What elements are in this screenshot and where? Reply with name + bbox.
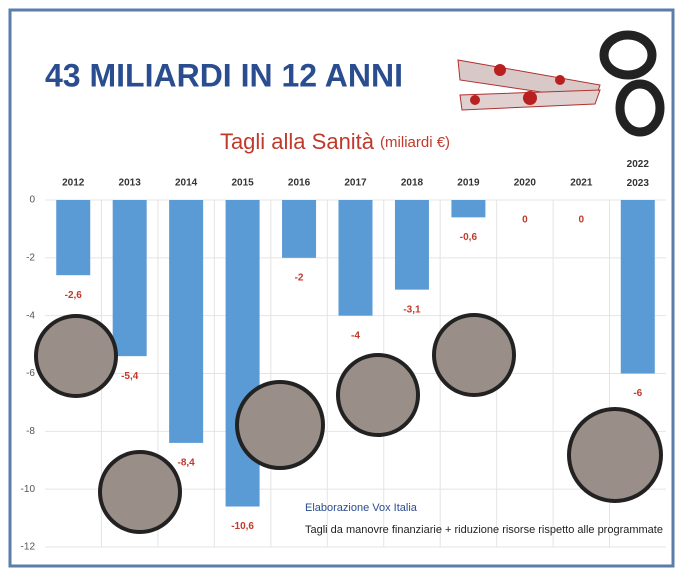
y-tick-label: -4: [26, 310, 35, 321]
bar: [620, 200, 655, 374]
value-label: -0,6: [460, 232, 478, 243]
x-tick-label: 2012: [62, 178, 85, 189]
value-label: -4: [351, 330, 360, 341]
subtitle: Tagli alla Sanità: [220, 129, 375, 154]
y-tick-label: -6: [26, 368, 35, 379]
chart-title: 43 MILIARDI IN 12 ANNI: [45, 57, 403, 93]
x-tick-label: 2022 2023: [627, 159, 650, 189]
y-tick-label: -8: [26, 426, 35, 437]
value-label: 0: [522, 215, 528, 226]
faces: [34, 313, 663, 534]
chart-subtitle: Tagli alla Sanità (miliardi €): [220, 129, 450, 154]
bar: [451, 200, 486, 218]
x-tick-label: 2013: [119, 178, 142, 189]
x-tick-label: 2018: [401, 178, 424, 189]
x-tick-label: 2016: [288, 178, 311, 189]
bar: [282, 200, 317, 258]
x-tick-label: 2015: [231, 178, 254, 189]
unit: (miliardi €): [380, 134, 450, 151]
annotation: Elaborazione Vox Italia: [305, 502, 418, 514]
x-tick-label: 2021: [570, 178, 593, 189]
value-label: -8,4: [178, 458, 196, 469]
value-label: 0: [579, 215, 585, 226]
x-tick-label: 2014: [175, 178, 198, 189]
annotation: Tagli da manovre finanziarie + riduzione…: [305, 524, 663, 536]
value-label: -3,1: [403, 304, 421, 315]
scissors: [457, 30, 665, 137]
bar: [394, 200, 429, 290]
value-label: -2: [295, 272, 304, 283]
y-tick-label: -10: [21, 484, 36, 495]
value-label: -6: [633, 388, 642, 399]
x-tick-label: 2017: [344, 178, 367, 189]
x-tick-label: 2020: [514, 178, 537, 189]
value-label: -10,6: [231, 521, 254, 532]
y-tick-label: 0: [29, 195, 35, 206]
bar: [112, 200, 147, 357]
bar: [56, 200, 91, 276]
bar: [338, 200, 373, 316]
value-label: -2,6: [65, 290, 83, 301]
x-tick-label: 2019: [457, 178, 480, 189]
bar: [169, 200, 204, 443]
y-tick-label: -12: [21, 542, 36, 553]
y-tick-label: -2: [26, 252, 35, 263]
value-label: -5,4: [121, 371, 139, 382]
